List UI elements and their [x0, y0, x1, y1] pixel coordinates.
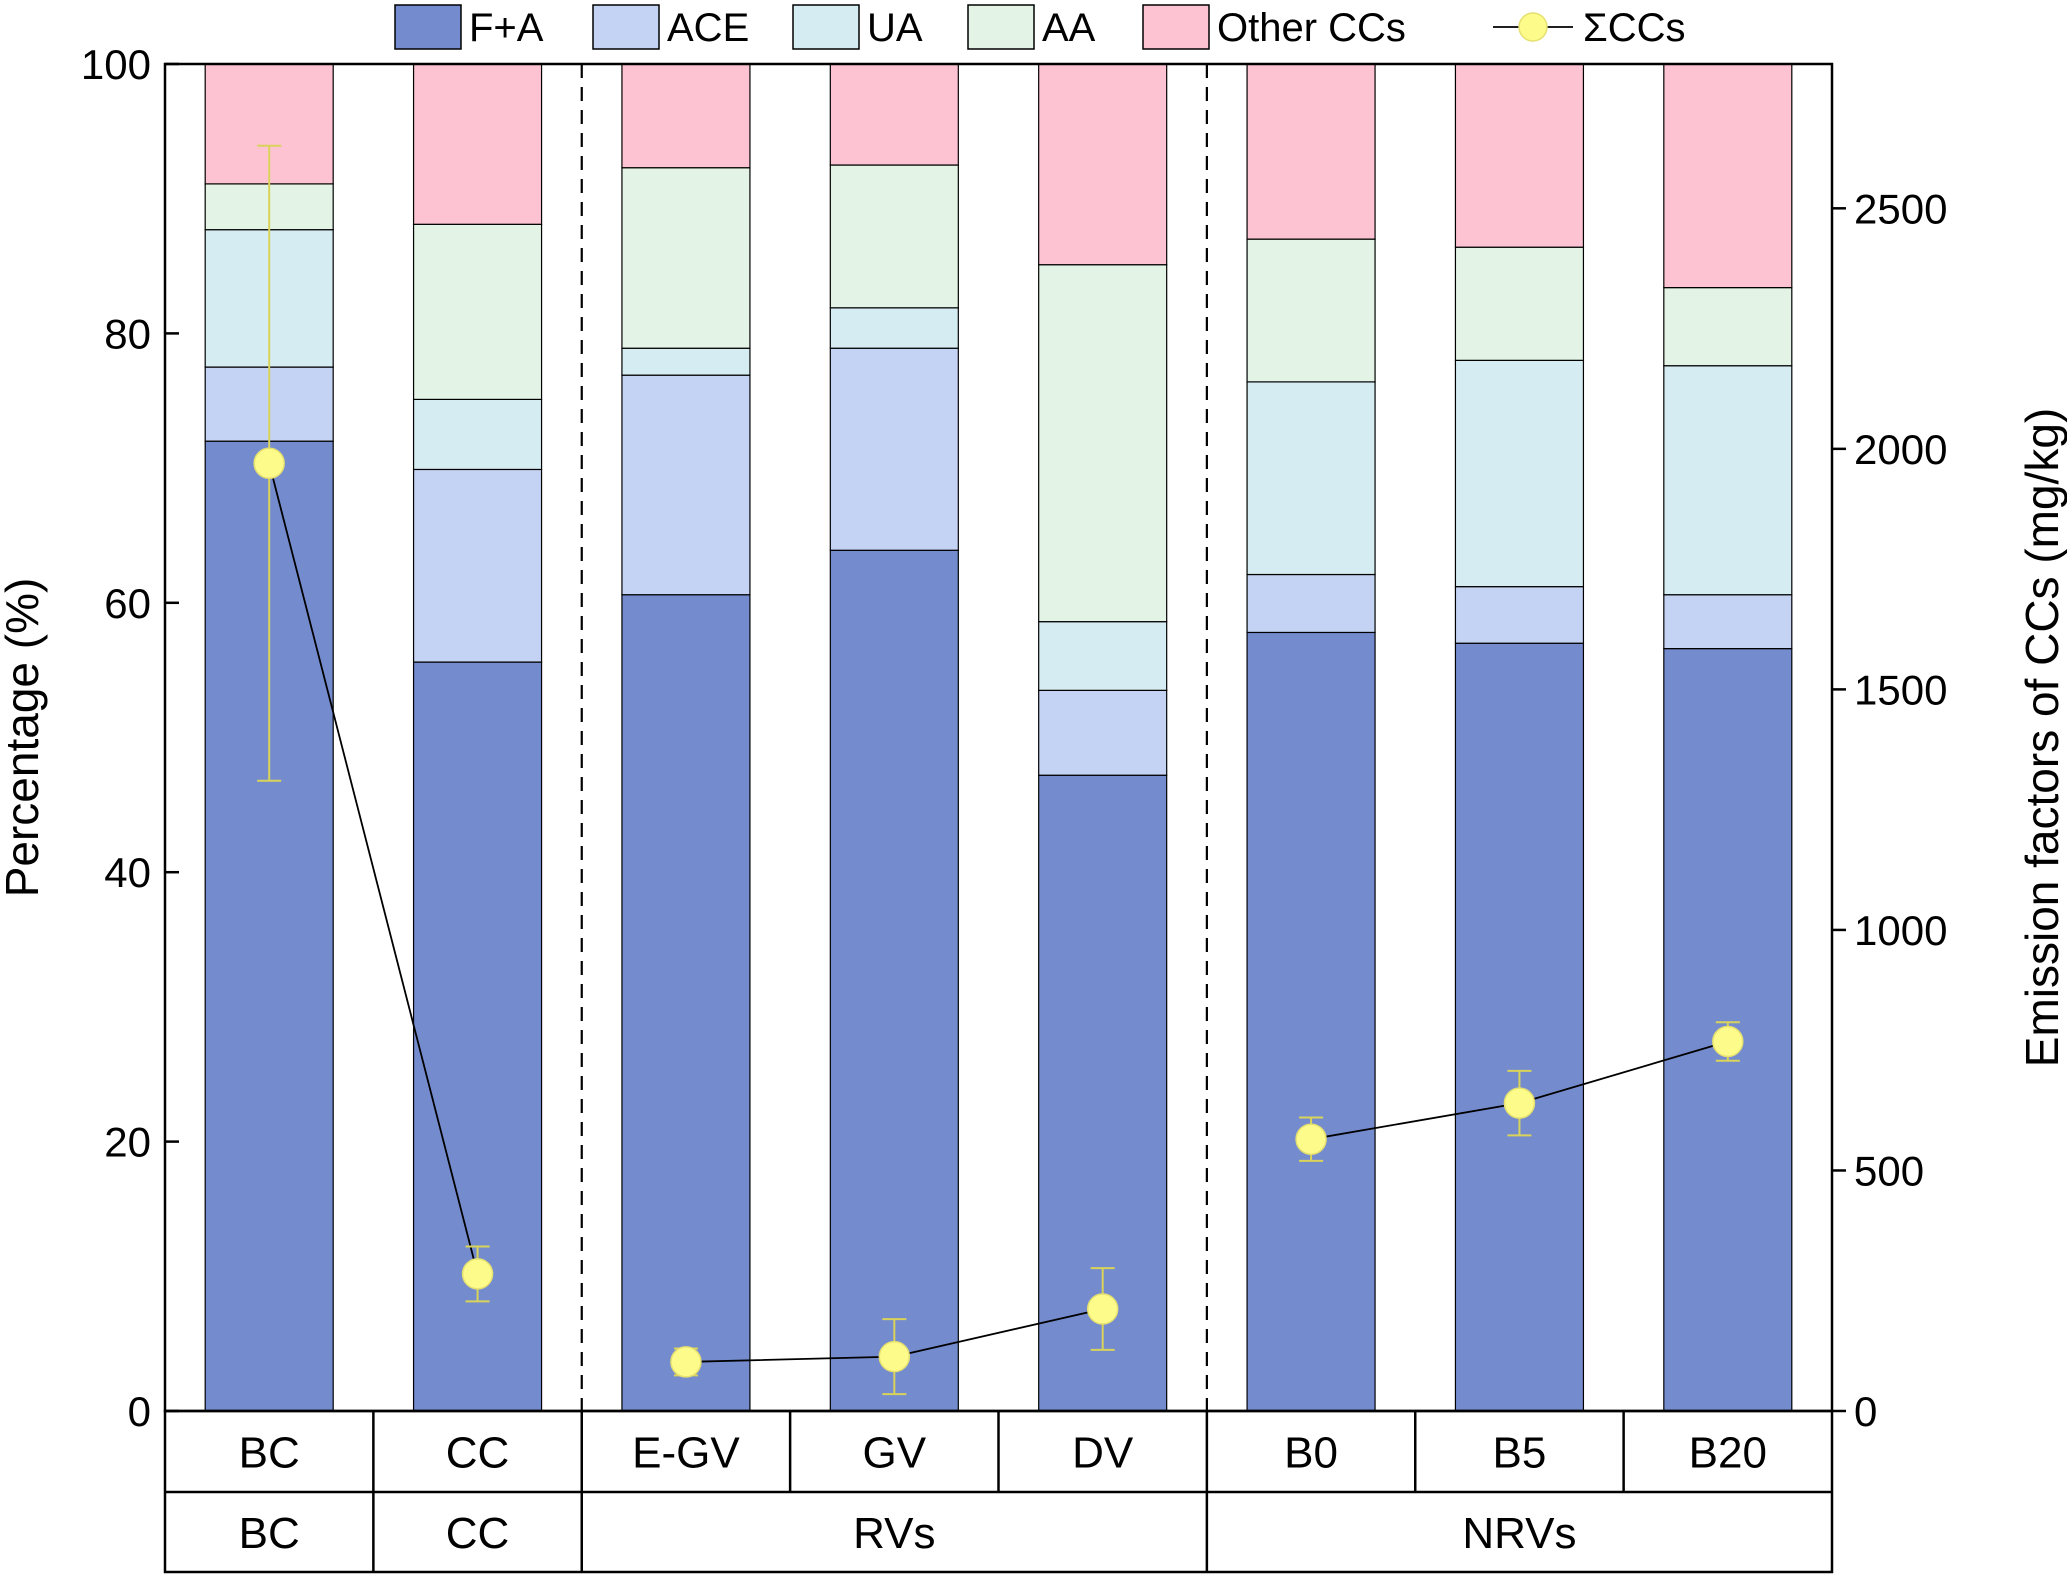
bar-ua-e-gv [621, 347, 751, 376]
category-table: BC CC E-GV GV DV B0 B5 B20 BC CC RVs NRVs [163, 1409, 1834, 1574]
bar-f-a-b5 [1454, 642, 1585, 1412]
axis-titles: Percentage (%) Emission factors of CCs (m… [0, 408, 2067, 1067]
bar-other-ccs-gv [829, 63, 959, 166]
category-label: B0 [1284, 1429, 1338, 1478]
bar-ace-e-gv [621, 374, 751, 596]
group-label: RVs [853, 1509, 935, 1558]
legend-label: ΣCCs [1583, 6, 1686, 50]
bar-ace-b0 [1246, 573, 1376, 634]
legend-label: F+A [469, 6, 544, 50]
sum-point-b5 [1503, 1087, 1536, 1119]
legend-label: UA [867, 6, 923, 50]
bar-aa-dv [1038, 264, 1168, 623]
legend-swatch-ua [792, 4, 860, 50]
y2-tick-label: 1000 [1854, 907, 1947, 954]
legend-label: AA [1042, 6, 1096, 50]
sum-point-bc [253, 447, 285, 480]
bar-other-ccs-b5 [1454, 63, 1585, 248]
y2-tick-label: 2000 [1854, 426, 1947, 473]
sum-point-e-gv [670, 1346, 702, 1378]
bar-other-ccs-b0 [1246, 63, 1376, 240]
bar-aa-b20 [1663, 287, 1793, 367]
bar-ace-gv [829, 347, 959, 551]
sum-line-segment-1 [268, 463, 479, 1275]
category-label: BC [239, 1429, 300, 1478]
bar-ua-dv [1038, 621, 1168, 691]
bar-f-a-e-gv [621, 594, 751, 1412]
bar-f-a-gv [829, 549, 959, 1412]
bars-layer [204, 63, 1793, 1412]
sum-point-dv [1086, 1293, 1119, 1325]
bar-other-ccs-e-gv [621, 63, 751, 169]
bar-f-a-b0 [1246, 631, 1376, 1412]
group-label: BC [239, 1509, 300, 1558]
category-label: B20 [1689, 1429, 1767, 1478]
legend-swatch-other-ccs [1142, 4, 1210, 50]
sum-point-b20 [1712, 1025, 1744, 1058]
bar-aa-b0 [1246, 238, 1376, 383]
bar-ace-cc [412, 468, 543, 663]
bar-other-ccs-dv [1038, 63, 1168, 266]
bar-other-ccs-b20 [1663, 63, 1793, 289]
category-label: B5 [1493, 1429, 1547, 1478]
y-tick-label: 20 [104, 1119, 151, 1166]
y-tick-label: 100 [81, 41, 151, 88]
category-label: CC [446, 1429, 510, 1478]
y-tick-label: 60 [104, 580, 151, 627]
bar-ua-b5 [1454, 359, 1585, 588]
sum-line-layer [253, 144, 1744, 1396]
y2-axis-title: Emission factors of CCs (mg/kg) [2016, 408, 2067, 1067]
legend-swatch-ace [592, 4, 660, 50]
group-label: CC [446, 1509, 510, 1558]
y2-tick-label: 500 [1854, 1147, 1924, 1194]
category-label: DV [1072, 1429, 1134, 1478]
bar-aa-b5 [1454, 246, 1585, 361]
y-tick-label: 0 [128, 1388, 151, 1435]
sum-point-gv [878, 1340, 911, 1373]
legend-label: ACE [667, 6, 749, 50]
legend-marker-sample [1518, 12, 1548, 42]
legend-swatch-f-a [394, 4, 462, 50]
bar-ace-dv [1038, 689, 1168, 776]
legend-swatch-aa [967, 4, 1035, 50]
group-label: NRVs [1462, 1509, 1576, 1558]
y-axis-title: Percentage (%) [0, 578, 48, 898]
y-tick-label: 80 [104, 310, 151, 357]
bar-ua-cc [412, 398, 543, 471]
sum-point-b0 [1295, 1123, 1327, 1155]
y2-tick-label: 1500 [1854, 666, 1947, 713]
bar-ua-b20 [1663, 365, 1793, 596]
bar-ua-b0 [1246, 381, 1376, 576]
bar-ace-b5 [1454, 586, 1585, 644]
bar-aa-e-gv [621, 167, 751, 349]
category-label: E-GV [632, 1429, 740, 1478]
legend: F+A ACE UA AA Other CCs ΣCCs [394, 4, 1686, 50]
y-tick-label: 40 [104, 849, 151, 896]
legend-label: Other CCs [1217, 6, 1406, 50]
y2-tick-label: 0 [1854, 1388, 1877, 1435]
sum-point-cc [461, 1258, 494, 1290]
bar-ua-gv [829, 307, 959, 349]
bar-aa-cc [412, 223, 543, 401]
y2-tick-label: 2500 [1854, 185, 1947, 232]
bar-aa-gv [829, 164, 959, 309]
bar-other-ccs-cc [412, 63, 543, 225]
bar-ace-b20 [1663, 594, 1793, 650]
category-label: GV [863, 1429, 927, 1478]
